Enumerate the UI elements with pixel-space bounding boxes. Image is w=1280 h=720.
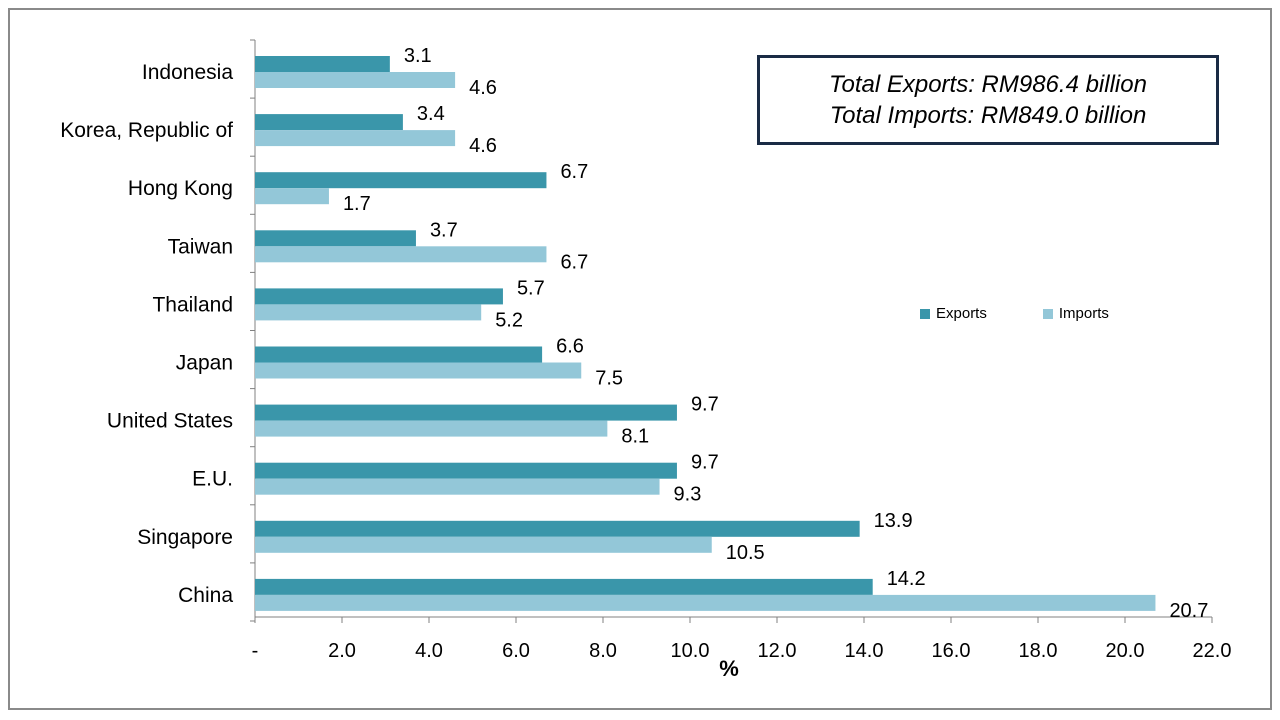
imports-value-label: 9.3 [674, 484, 702, 506]
exports-bar [255, 520, 860, 537]
x-tick-label: 12.0 [758, 640, 797, 662]
category-label: Japan [176, 352, 233, 375]
imports-bar [255, 72, 456, 88]
exports-bar [255, 114, 403, 131]
legend: Exports Imports [920, 305, 1165, 322]
exports-value-label: 3.1 [404, 45, 432, 67]
imports-bar [255, 362, 582, 379]
totals-box: Total Exports: RM986.4 billion Total Imp… [757, 55, 1219, 145]
imports-bar [255, 130, 456, 147]
exports-bar [255, 578, 873, 595]
category-label: Singapore [137, 526, 233, 549]
x-axis-title: % [719, 656, 739, 681]
exports-bar [255, 404, 677, 421]
exports-value-label: 9.7 [691, 394, 719, 416]
legend-swatch-exports [920, 308, 930, 319]
x-tick-label: 20.0 [1106, 640, 1145, 662]
category-label: Thailand [152, 293, 233, 316]
legend-label-exports: Exports [936, 305, 987, 322]
x-tick-label: 6.0 [502, 640, 530, 662]
imports-value-label: 4.6 [469, 135, 497, 157]
category-label: Hong Kong [128, 177, 233, 200]
imports-bar [255, 188, 329, 205]
category-label: E.U. [192, 468, 233, 491]
imports-value-label: 8.1 [621, 426, 649, 448]
x-tick-label: 10.0 [671, 640, 710, 662]
imports-bar [255, 478, 660, 495]
imports-bar [255, 304, 482, 321]
category-label: China [178, 584, 233, 607]
exports-bar [255, 346, 543, 363]
x-tick-label: 18.0 [1019, 640, 1058, 662]
imports-value-label: 6.7 [560, 251, 588, 273]
category-label: Indonesia [142, 61, 233, 84]
x-tick-label: 2.0 [328, 640, 356, 662]
exports-bar [255, 56, 390, 72]
exports-bar [255, 172, 547, 189]
imports-bar [255, 420, 608, 437]
exports-value-label: 9.7 [691, 452, 719, 474]
category-label: Taiwan [168, 235, 233, 258]
x-tick-label: 4.0 [415, 640, 443, 662]
imports-value-label: 1.7 [343, 193, 371, 215]
exports-bar [255, 462, 677, 479]
x-tick-label: 8.0 [589, 640, 617, 662]
x-tick-label: 16.0 [932, 640, 971, 662]
imports-bar [255, 246, 547, 263]
exports-value-label: 13.9 [874, 510, 913, 532]
x-tick-label: 14.0 [845, 640, 884, 662]
legend-item-imports: Imports [1042, 305, 1109, 322]
imports-value-label: 20.7 [1169, 600, 1208, 622]
x-tick-label: 22.0 [1193, 640, 1232, 662]
exports-value-label: 14.2 [887, 568, 926, 590]
total-imports-text: Total Imports: RM849.0 billion [829, 102, 1147, 129]
imports-bar [255, 594, 1156, 611]
exports-value-label: 6.6 [556, 336, 584, 358]
imports-value-label: 5.2 [495, 309, 523, 331]
imports-value-label: 4.6 [469, 77, 497, 99]
imports-value-label: 7.5 [595, 368, 623, 390]
exports-value-label: 3.7 [430, 219, 458, 241]
total-exports-text: Total Exports: RM986.4 billion [829, 71, 1147, 98]
x-tick-label: - [252, 640, 259, 662]
category-label: Korea, Republic of [60, 119, 233, 142]
legend-swatch-imports [1042, 308, 1053, 319]
exports-value-label: 5.7 [517, 277, 545, 299]
exports-bar [255, 288, 503, 305]
exports-value-label: 6.7 [560, 161, 588, 183]
exports-bar [255, 230, 416, 247]
exports-value-label: 3.4 [417, 103, 445, 125]
legend-label-imports: Imports [1058, 305, 1109, 322]
imports-bar [255, 536, 712, 553]
category-label: United States [107, 410, 233, 433]
legend-item-exports: Exports [920, 305, 987, 322]
imports-value-label: 10.5 [726, 542, 765, 564]
